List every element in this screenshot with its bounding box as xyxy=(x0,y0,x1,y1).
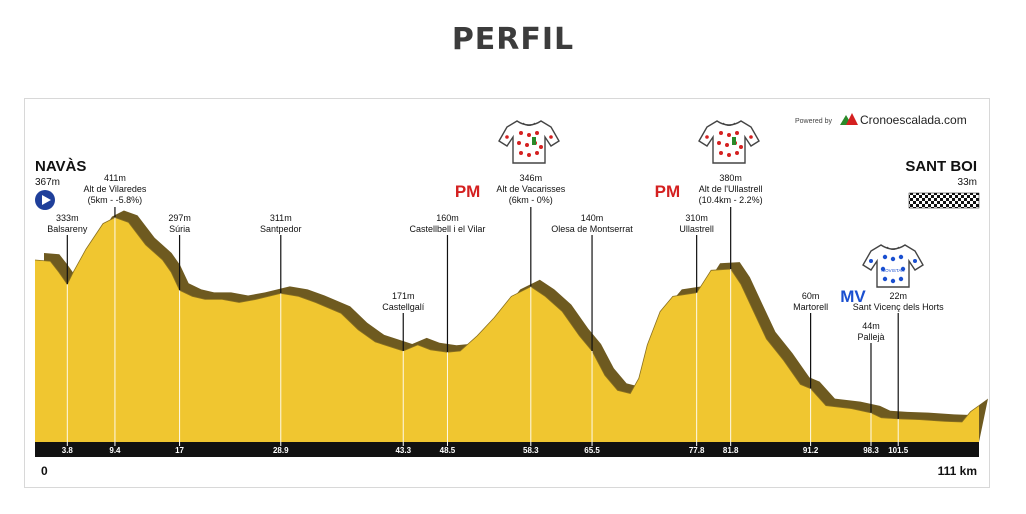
annotation-name-7: Olesa de Montserrat xyxy=(551,224,633,234)
annotation-elev-0: 333m xyxy=(56,213,79,223)
sprint-jersey-icon: MOVISTAR xyxy=(862,244,924,288)
mountain-jersey-1-icon xyxy=(498,120,560,164)
profile-panel: Powered by Cronoescalada.com NAVÀS 367m … xyxy=(24,98,990,488)
km-marker-8: 77.8 xyxy=(689,446,705,455)
annotation-elev-3: 311m xyxy=(270,213,292,223)
annotation-name-10: Martorell xyxy=(793,302,828,312)
km-marker-0: 3.8 xyxy=(62,446,74,455)
profile-area xyxy=(35,217,979,442)
annotation-name-8: Ullastrell xyxy=(679,224,714,234)
km-marker-9: 81.8 xyxy=(723,446,739,455)
annotation-name-11: Pallejà xyxy=(857,332,884,342)
km-marker-6: 58.3 xyxy=(523,446,539,455)
brand-name: Cronoescalada.com xyxy=(860,113,967,127)
km-marker-layer: 3.8 9.4 17 28.9 43.3 48.5 58.3 65.5 77.8 81.8 91.2… xyxy=(62,442,909,455)
page-title: PERFIL xyxy=(451,22,575,57)
annotation-name-1: Alt de Vilaredes xyxy=(84,184,147,194)
profile-layer xyxy=(34,210,988,442)
finish-elevation: 33m xyxy=(958,177,977,188)
annotation-badge-9: PM xyxy=(655,182,681,201)
annotation-name-12: Sant Vicenç dels Horts xyxy=(853,302,944,312)
annotation-elev-1: 411m xyxy=(104,173,126,183)
annotation-name-3: Santpedor xyxy=(260,224,302,234)
annotation-elev-2: 297m xyxy=(168,213,191,223)
distance-bar xyxy=(35,442,979,457)
annotation-detail-9: (10.4km - 2.2%) xyxy=(699,195,763,205)
powered-by-label: Powered by xyxy=(795,118,832,125)
annotation-name-6: Alt de Vacarisses xyxy=(496,184,565,194)
km-marker-3: 28.9 xyxy=(273,446,289,455)
sprint-jersey-sponsor: MOVISTAR xyxy=(881,268,905,273)
annotation-name-4: Castellgalí xyxy=(382,302,425,312)
start-name: NAVÀS xyxy=(35,158,86,175)
annotation-name-2: Súria xyxy=(169,224,190,234)
annotation-elev-10: 60m xyxy=(802,291,820,301)
mountain-jersey-2-icon xyxy=(698,120,760,164)
annotation-elev-4: 171m xyxy=(392,291,415,301)
start-elevation: 367m xyxy=(35,177,60,188)
annotation-name-9: Alt de l'Ullastrell xyxy=(699,184,763,194)
km-marker-2: 17 xyxy=(175,446,184,455)
annotation-name-0: Balsareny xyxy=(47,224,88,234)
annotation-elev-5: 160m xyxy=(436,213,459,223)
annotation-elev-9: 380m xyxy=(719,173,742,183)
annotation-elev-8: 310m xyxy=(685,213,708,223)
annotation-elev-6: 346m xyxy=(520,173,543,183)
annotation-detail-6: (6km - 0%) xyxy=(509,195,553,205)
annotation-detail-1: (5km - -5.8%) xyxy=(88,195,143,205)
annotation-elev-11: 44m xyxy=(862,321,880,331)
elevation-profile-chart: Powered by Cronoescalada.com NAVÀS 367m … xyxy=(34,113,988,478)
annotation-elev-7: 140m xyxy=(581,213,604,223)
km-marker-5: 48.5 xyxy=(440,446,456,455)
km-marker-12: 101.5 xyxy=(888,446,909,455)
km-marker-4: 43.3 xyxy=(395,446,411,455)
annotation-badge-12: MV xyxy=(840,287,866,306)
finish-km-label: 111 km xyxy=(938,464,977,478)
annotation-name-5: Castellbell i el Vilar xyxy=(410,224,486,234)
annotation-badge-6: PM xyxy=(455,182,481,201)
km-marker-11: 98.3 xyxy=(863,446,879,455)
finish-name: SANT BOI xyxy=(905,158,977,175)
km-marker-1: 9.4 xyxy=(109,446,121,455)
start-play-icon xyxy=(35,190,55,210)
cronoescalada-logo-icon xyxy=(840,113,858,125)
annotation-elev-12: 22m xyxy=(889,291,907,301)
km-marker-10: 91.2 xyxy=(803,446,819,455)
start-km-label: 0 xyxy=(41,464,48,478)
checkered-flag-icon xyxy=(908,192,980,209)
km-marker-7: 65.5 xyxy=(584,446,600,455)
profile-outline xyxy=(34,217,980,423)
